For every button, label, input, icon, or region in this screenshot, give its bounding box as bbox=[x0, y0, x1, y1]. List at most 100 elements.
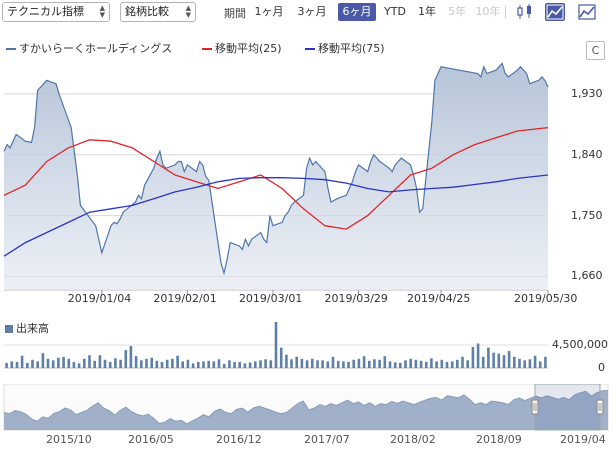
volume-bar bbox=[197, 361, 200, 368]
select-arrows-icon: ▲ ▼ bbox=[99, 4, 105, 19]
volume-bar bbox=[300, 358, 304, 368]
volume-bar bbox=[440, 359, 444, 368]
date-x-tick-label: 2019/03/29 bbox=[324, 292, 388, 305]
volume-bar bbox=[274, 322, 278, 368]
volume-bar bbox=[217, 359, 221, 368]
volume-bar bbox=[513, 356, 516, 368]
navigator-chart[interactable] bbox=[0, 384, 612, 432]
volume-bar bbox=[62, 356, 65, 368]
volume-bar bbox=[254, 361, 257, 368]
volume-bar bbox=[98, 355, 102, 368]
volume-bar bbox=[15, 361, 19, 368]
volume-chart[interactable] bbox=[0, 318, 612, 376]
volume-bar bbox=[409, 358, 412, 368]
volume-bar bbox=[279, 347, 283, 368]
volume-bar bbox=[404, 360, 407, 368]
volume-bar bbox=[228, 360, 231, 368]
volume-bar bbox=[425, 361, 428, 368]
line-chart-icon[interactable] bbox=[577, 3, 597, 21]
volume-bar bbox=[388, 361, 392, 368]
navigator-x-tick-label: 2017/07 bbox=[304, 433, 350, 446]
volume-bar bbox=[129, 346, 133, 368]
price-area bbox=[4, 63, 548, 291]
volume-bar bbox=[311, 358, 314, 368]
date-x-tick-label: 2019/05/30 bbox=[514, 292, 578, 305]
volume-bar bbox=[336, 360, 340, 368]
volume-bar bbox=[72, 361, 76, 368]
volume-bar bbox=[373, 359, 376, 368]
navigator-line bbox=[3, 390, 609, 425]
volume-bar bbox=[414, 359, 418, 368]
volume-bar bbox=[57, 357, 60, 368]
volume-bar bbox=[502, 355, 506, 368]
volume-legend-label: 出来高 bbox=[16, 322, 49, 335]
volume-bar bbox=[145, 358, 148, 368]
legend-ma25-label: 移動平均(25) bbox=[215, 42, 282, 55]
navigator-x-tick-label: 2016/05 bbox=[128, 433, 174, 446]
legend-ma25-swatch bbox=[202, 48, 212, 50]
volume-bar bbox=[393, 362, 397, 368]
price-chart[interactable] bbox=[0, 60, 612, 306]
volume-bar bbox=[248, 362, 252, 368]
volume-bar bbox=[5, 362, 8, 368]
volume-bar bbox=[383, 356, 387, 368]
volume-legend: 出来高 bbox=[5, 320, 49, 336]
area-chart-icon[interactable] bbox=[545, 3, 565, 21]
volume-bar bbox=[140, 360, 143, 368]
volume-bar bbox=[321, 360, 324, 368]
legend-ma75-swatch bbox=[305, 48, 315, 50]
volume-bar bbox=[476, 343, 480, 368]
volume-bar bbox=[357, 358, 361, 368]
volume-bar bbox=[347, 361, 350, 368]
volume-bar bbox=[114, 358, 117, 368]
period-button-4[interactable]: 1年 bbox=[418, 5, 436, 18]
volume-bar bbox=[487, 347, 490, 368]
volume-bar bbox=[533, 355, 537, 368]
volume-bar bbox=[461, 356, 464, 368]
navigator-selection[interactable] bbox=[534, 384, 601, 431]
legend-price-swatch bbox=[6, 48, 16, 50]
navigator-right-handle[interactable] bbox=[596, 399, 604, 415]
volume-bar bbox=[342, 361, 345, 368]
volume-bar bbox=[108, 361, 112, 368]
volume-bar bbox=[171, 358, 174, 368]
period-button-1[interactable]: 3ヶ月 bbox=[297, 5, 327, 18]
volume-bar bbox=[186, 359, 190, 368]
volume-bar bbox=[362, 356, 366, 368]
refresh-icon[interactable]: C bbox=[586, 41, 605, 60]
date-x-tick-label: 2019/03/01 bbox=[238, 292, 303, 305]
volume-bar bbox=[155, 360, 159, 368]
volume-bar bbox=[326, 361, 330, 368]
volume-bar bbox=[160, 361, 164, 368]
candlestick-icon[interactable] bbox=[515, 3, 535, 21]
legend-ma25: 移動平均(25) bbox=[202, 40, 282, 56]
period-button-0[interactable]: 1ヶ月 bbox=[254, 5, 284, 18]
volume-bar bbox=[238, 361, 241, 368]
legend-ma75-label: 移動平均(75) bbox=[318, 42, 385, 55]
date-x-tick-label: 2019/01/04 bbox=[67, 292, 132, 305]
volume-bar bbox=[51, 360, 55, 368]
volume-y-tick-label: 4,500,000 bbox=[552, 338, 608, 351]
period-button-3[interactable]: YTD bbox=[384, 5, 406, 18]
volume-bar bbox=[93, 360, 96, 368]
compare-select[interactable]: 銘柄比較 ▲ ▼ bbox=[120, 2, 196, 22]
volume-bar bbox=[31, 359, 34, 368]
navigator-left-handle[interactable] bbox=[531, 399, 539, 415]
technical-indicator-label: テクニカル指標 bbox=[7, 5, 84, 18]
volume-bar bbox=[471, 347, 475, 368]
volume-bar bbox=[150, 357, 153, 368]
volume-bar bbox=[233, 361, 236, 368]
volume-bar bbox=[176, 355, 179, 368]
period-button-6: 10年 bbox=[475, 5, 501, 18]
volume-bar bbox=[41, 353, 45, 368]
volume-bar bbox=[212, 361, 216, 368]
volume-bar bbox=[492, 352, 495, 368]
navigator-x-tick-label: 2018/02 bbox=[390, 433, 436, 446]
period-button-2[interactable]: 6ヶ月 bbox=[338, 3, 376, 21]
volume-bar bbox=[399, 362, 402, 368]
technical-indicator-select[interactable]: テクニカル指標 ▲ ▼ bbox=[2, 2, 110, 22]
period-label: 期間 bbox=[224, 7, 246, 20]
volume-bar bbox=[378, 359, 381, 368]
legend-ma75: 移動平均(75) bbox=[305, 40, 385, 56]
volume-bar bbox=[77, 363, 81, 368]
